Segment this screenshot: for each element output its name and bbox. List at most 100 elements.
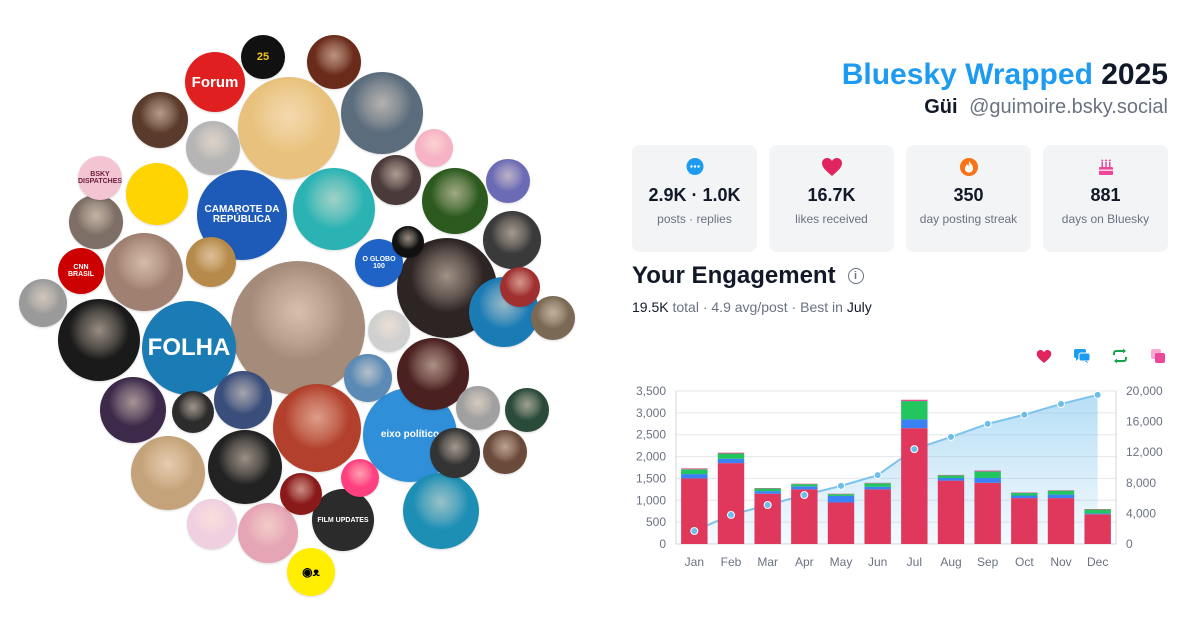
x-tick-label: Aug [940, 555, 961, 569]
avatar[interactable] [505, 388, 549, 432]
avatar[interactable] [172, 391, 214, 433]
bar-segment[interactable] [681, 474, 708, 479]
avatar[interactable] [430, 428, 480, 478]
avatar[interactable] [344, 354, 392, 402]
avatar[interactable] [69, 195, 123, 249]
avatar[interactable] [531, 296, 575, 340]
avatar[interactable] [307, 35, 361, 89]
bsky-sticker[interactable]: BSKY DISPATCHES [78, 156, 122, 200]
avatar[interactable] [368, 310, 410, 352]
bar-segment[interactable] [754, 488, 781, 492]
bar-segment[interactable] [1047, 490, 1075, 495]
bar-segment[interactable] [1084, 509, 1111, 514]
cumulative-point[interactable] [947, 432, 955, 441]
cnn-logo[interactable]: CNN BRASIL [58, 248, 104, 294]
avatar[interactable] [238, 503, 298, 563]
avatar[interactable] [280, 473, 322, 515]
bar-segment[interactable] [827, 495, 855, 503]
avatar[interactable] [19, 279, 67, 327]
cumulative-point[interactable] [1057, 400, 1065, 409]
avatar[interactable] [187, 499, 237, 549]
bar-segment[interactable] [864, 489, 891, 544]
avatar[interactable] [392, 226, 424, 258]
avatar[interactable] [486, 159, 530, 203]
avatar[interactable] [131, 436, 205, 510]
bar-segment[interactable] [1084, 513, 1111, 515]
avatar[interactable] [456, 386, 500, 430]
engagement-best-month: July [846, 299, 872, 315]
bar-segment[interactable] [717, 463, 745, 544]
bar-segment[interactable] [937, 477, 965, 481]
cumulative-point[interactable] [837, 481, 845, 490]
bar-segment[interactable] [754, 491, 781, 494]
bar-segment[interactable] [901, 399, 928, 402]
display-name: Güi [924, 96, 958, 118]
bar-segment[interactable] [974, 482, 1001, 544]
avatar[interactable] [483, 211, 541, 269]
avatar[interactable] [341, 459, 379, 497]
avatar[interactable] [58, 299, 140, 381]
bar-segment[interactable] [974, 471, 1001, 478]
fish-logo[interactable]: ◉ᴥ [287, 548, 335, 596]
avatar[interactable] [238, 77, 340, 179]
bar-segment[interactable] [864, 486, 891, 490]
stat-card-streak: 350 day posting streak [906, 145, 1031, 252]
bar-segment[interactable] [1047, 494, 1075, 499]
bar-segment[interactable] [901, 401, 928, 420]
avatar[interactable] [415, 129, 453, 167]
avatar[interactable] [273, 384, 361, 472]
bar-segment[interactable] [717, 453, 745, 459]
cumulative-point[interactable] [1020, 410, 1029, 419]
bar-segment[interactable] [791, 486, 818, 490]
bar-segment[interactable] [1011, 495, 1038, 499]
bar-segment[interactable] [681, 468, 708, 470]
cumulative-point[interactable] [763, 500, 772, 509]
cumulative-point[interactable] [690, 526, 699, 535]
bar-segment[interactable] [1084, 514, 1111, 544]
bar-segment[interactable] [681, 469, 708, 475]
bar-segment[interactable] [717, 452, 745, 454]
bar-segment[interactable] [717, 458, 745, 464]
avatar[interactable] [371, 155, 421, 205]
bubble-label: CAMAROTE DA REPÚBLICA [204, 204, 280, 225]
avatar[interactable] [403, 473, 479, 549]
avatar[interactable] [293, 168, 375, 250]
bar-segment[interactable] [827, 502, 855, 544]
avatar[interactable] [500, 267, 540, 307]
bar-segment[interactable] [974, 477, 1001, 483]
bar-segment[interactable] [864, 483, 891, 487]
avatar[interactable] [208, 430, 282, 504]
cumulative-point[interactable] [1093, 390, 1102, 399]
avatar[interactable] [422, 168, 488, 234]
info-icon[interactable]: i [847, 268, 864, 284]
bar-segment[interactable] [1047, 498, 1075, 544]
25-logo[interactable]: 25 [241, 35, 285, 79]
stat-value: 350 [953, 185, 984, 205]
film-updates-logo[interactable]: FILM UPDATES [312, 489, 374, 551]
duck-avatar[interactable] [126, 163, 188, 225]
bar-segment[interactable] [1011, 492, 1038, 496]
engagement-total-word: total [672, 299, 699, 315]
bar-segment[interactable] [827, 494, 855, 496]
avatar[interactable] [132, 92, 188, 148]
folha-logo[interactable]: FOLHA [142, 301, 236, 395]
avatar[interactable] [186, 121, 240, 175]
cumulative-point[interactable] [983, 419, 992, 428]
avatar[interactable] [105, 233, 183, 311]
cumulative-point[interactable] [910, 445, 919, 454]
bar-segment[interactable] [1011, 498, 1038, 544]
avatar[interactable] [186, 237, 236, 287]
avatar[interactable] [100, 377, 166, 443]
bar-segment[interactable] [791, 484, 818, 487]
bar-segment[interactable] [901, 419, 928, 429]
bar-segment[interactable] [974, 470, 1001, 472]
avatar[interactable] [214, 371, 272, 429]
avatar[interactable] [483, 430, 527, 474]
bar-segment[interactable] [937, 480, 965, 544]
cumulative-point[interactable] [873, 471, 882, 480]
cumulative-point[interactable] [727, 510, 735, 519]
cumulative-point[interactable] [800, 491, 809, 500]
avatar[interactable] [341, 72, 423, 154]
bar-segment[interactable] [937, 475, 965, 478]
forum-logo[interactable]: Forum [185, 52, 245, 112]
